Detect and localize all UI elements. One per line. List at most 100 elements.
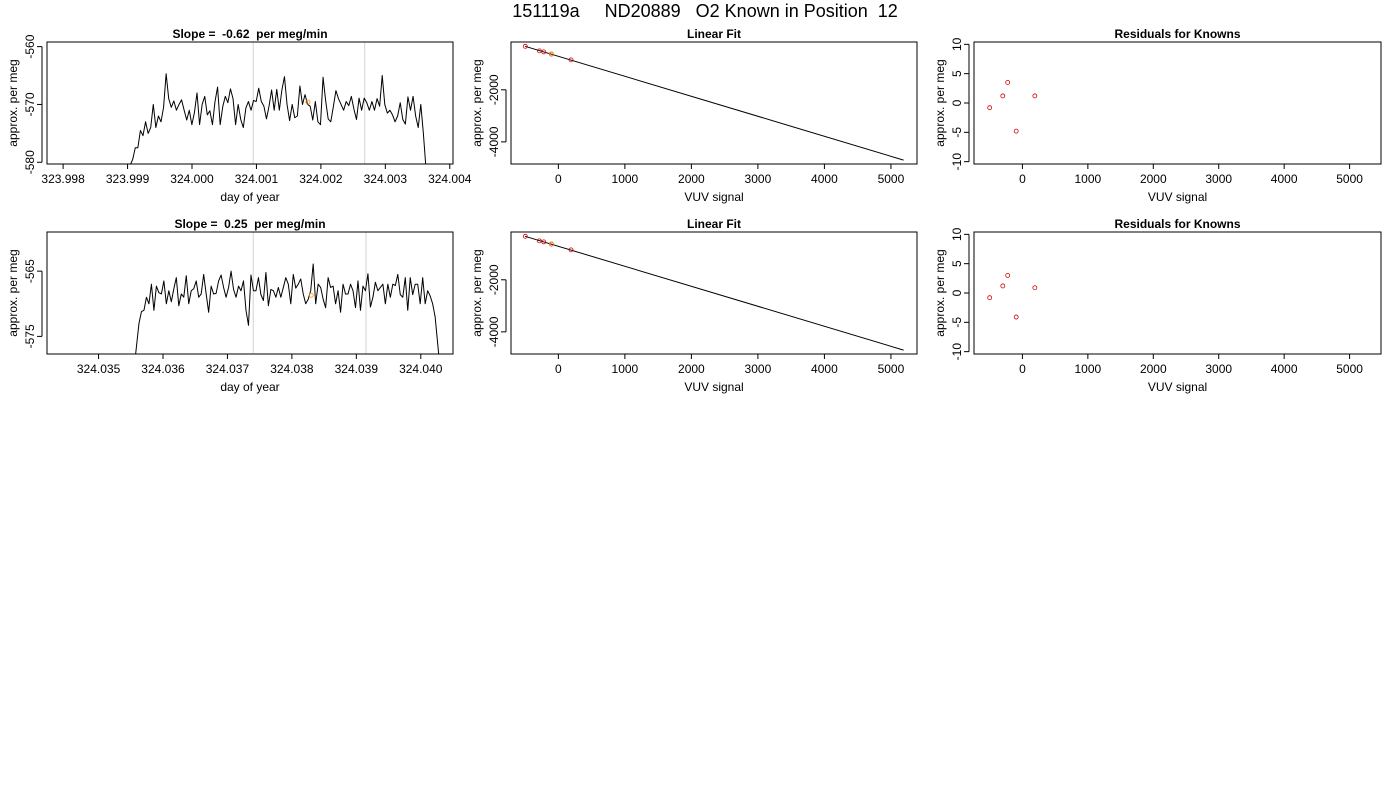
data-point [1005,80,1011,85]
y-tick-label: 0 [950,289,964,296]
x-tick-label: 324.001 [235,172,279,186]
x-tick-label: 3000 [745,362,772,376]
data-point [1032,93,1038,99]
data-point [987,105,993,111]
x-tick-label: 324.038 [270,362,314,376]
x-axis-label: day of year [220,380,279,394]
x-tick-label: 324.003 [364,172,408,186]
data-point [1032,285,1038,291]
plot-frame [510,231,918,355]
x-tick-label: 324.039 [335,362,379,376]
data-point [568,57,574,63]
x-tick-label: 1000 [1075,172,1102,186]
data-point [1013,128,1019,134]
data-point [541,239,547,245]
y-tick-label: -5 [950,127,964,138]
y-tick-label: 0 [950,99,964,106]
data-point [541,49,547,55]
plot-frame [973,41,1382,165]
chart-title: Linear Fit [687,217,741,231]
y-tick-label: -2000 [487,74,501,105]
y-tick-label: 10 [950,227,964,241]
x-tick-label: 1000 [612,172,639,186]
y-tick-label: -560 [23,34,37,58]
x-tick-label: 323.998 [41,172,85,186]
x-tick-label: 4000 [811,172,838,186]
plot-frame [46,231,454,355]
y-tick-label: -4000 [487,126,501,157]
y-tick-label: -2000 [487,264,501,295]
x-tick-label: 5000 [878,172,905,186]
data-point [548,51,554,57]
x-tick-label: 323.999 [106,172,150,186]
data-point [1000,283,1006,289]
series-line [135,263,440,354]
page-title: 151119a ND20889 O2 Known in Position 12 [512,1,898,21]
chart-title: Residuals for Knowns [1114,27,1240,41]
x-tick-label: 1000 [1075,362,1102,376]
y-tick-label: -580 [23,150,37,174]
y-tick-label: -575 [23,324,37,348]
x-tick-label: 0 [555,172,562,186]
fit-line [524,45,904,161]
x-tick-label: 4000 [811,362,838,376]
x-tick-label: 3000 [1205,362,1232,376]
series-line [130,73,427,164]
x-tick-label: 324.000 [170,172,214,186]
data-point [1013,314,1019,320]
y-axis-label: approx. per meg [470,249,484,336]
x-tick-label: 5000 [1336,172,1363,186]
chart-panel-6: 0 1000 2000 3000 4000 5000 -10 -5 0 5 10 Residuals … [933,217,1382,394]
x-tick-label: 2000 [678,172,705,186]
data-point [522,233,528,239]
x-tick-label: 324.036 [141,362,185,376]
y-tick-label: -570 [23,92,37,116]
x-tick-label: 3000 [745,172,772,186]
chart-panel-4: 324.035 324.036 324.037 324.038 324.039 324.0… [6,217,454,394]
data-point [568,247,574,253]
y-axis-label: approx. per meg [6,249,20,336]
y-tick-label: -4000 [487,316,501,347]
x-tick-label: 0 [555,362,562,376]
data-point [1000,93,1006,99]
y-axis-label: approx. per meg [933,59,947,146]
chart-panel-3: 0 1000 2000 3000 4000 5000 -10 -5 0 5 10 Residuals … [933,27,1382,204]
chart-title: Residuals for Knowns [1114,217,1240,231]
x-tick-label: 3000 [1205,172,1232,186]
x-tick-label: 0 [1019,362,1026,376]
y-tick-label: -5 [950,317,964,328]
x-tick-label: 4000 [1271,362,1298,376]
x-tick-label: 1000 [612,362,639,376]
y-axis-label: approx. per meg [470,59,484,146]
y-axis-label: approx. per meg [933,249,947,336]
chart-panel-2: 0 1000 2000 3000 4000 5000 -2000 -4000 Linear Fi… [470,27,918,204]
data-point [548,241,554,247]
y-tick-label: 5 [950,260,964,267]
x-tick-label: 2000 [1140,172,1167,186]
data-point [305,99,311,105]
x-tick-label: 324.035 [77,362,121,376]
x-tick-label: 324.004 [428,172,472,186]
data-point [1005,273,1011,278]
data-point [987,295,993,301]
x-axis-label: day of year [220,190,279,204]
x-tick-label: 324.002 [299,172,343,186]
data-point [522,43,528,49]
chart-panel-1: 323.998 323.999 324.000 324.001 324.002 324.0… [6,27,472,204]
x-tick-label: 324.040 [399,362,443,376]
x-tick-label: 5000 [878,362,905,376]
y-tick-label: -565 [23,259,37,283]
x-tick-label: 2000 [678,362,705,376]
x-tick-label: 2000 [1140,362,1167,376]
fit-line [524,235,904,351]
y-axis-label: approx. per meg [6,59,20,146]
y-tick-label: -10 [950,153,964,171]
x-tick-label: 5000 [1336,362,1363,376]
chart-panel-5: 0 1000 2000 3000 4000 5000 -2000 -4000 Linear Fi… [470,217,918,394]
data-point [537,238,542,244]
x-axis-label: VUV signal [1148,380,1207,394]
chart-title: Linear Fit [687,27,741,41]
chart-title: Slope = 0.25 per meg/min [174,217,325,231]
